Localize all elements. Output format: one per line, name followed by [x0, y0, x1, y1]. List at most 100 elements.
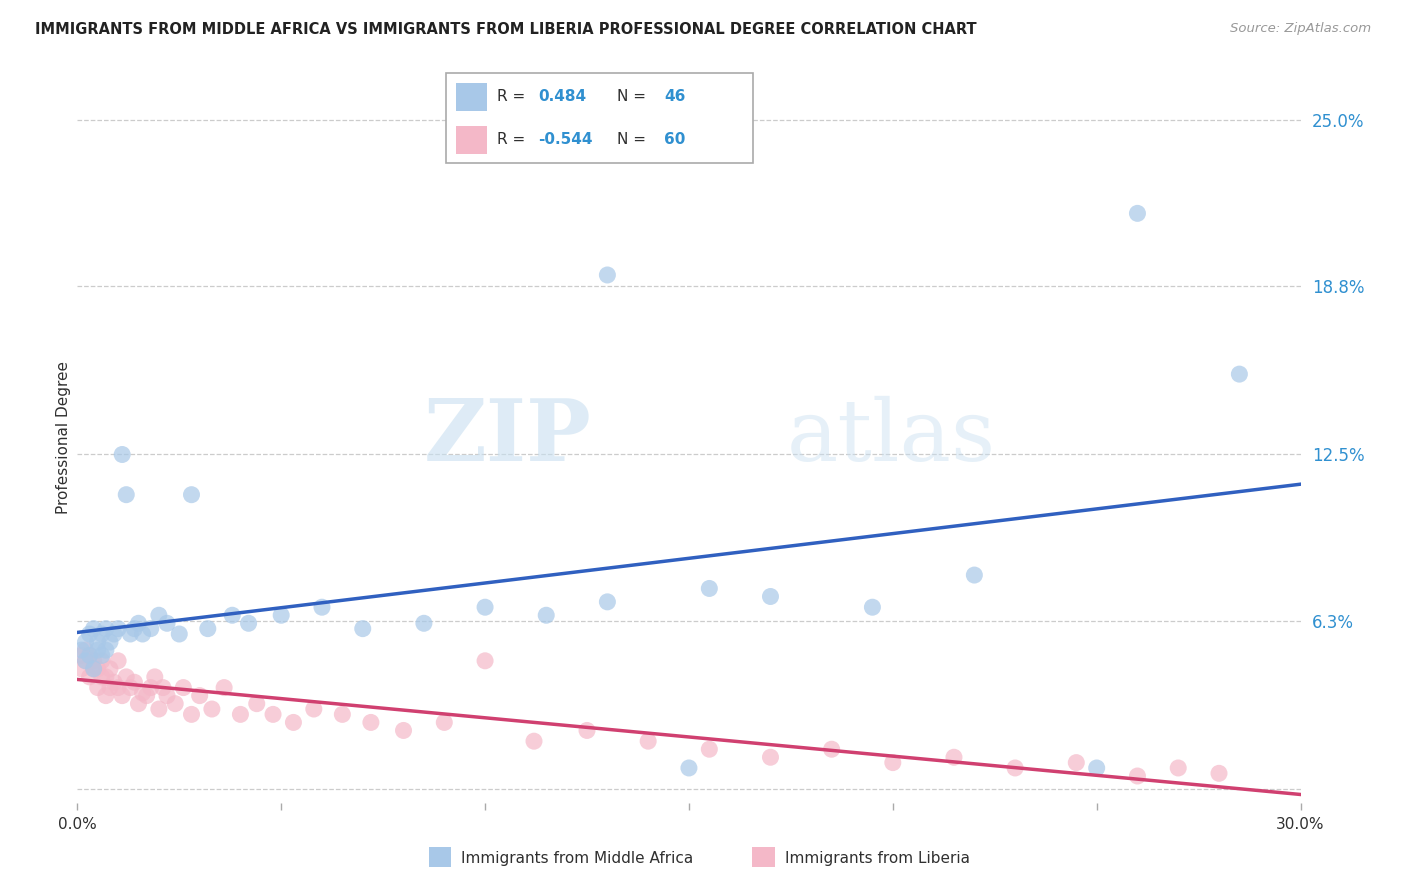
Text: Immigrants from Liberia: Immigrants from Liberia	[785, 851, 970, 865]
Point	[98, 662, 121, 676]
Text: 60: 60	[665, 132, 686, 147]
Point	[212, 681, 235, 695]
Point	[221, 608, 243, 623]
Point	[90, 627, 112, 641]
Point	[172, 681, 194, 695]
FancyBboxPatch shape	[456, 83, 486, 111]
Point	[127, 616, 149, 631]
Point	[165, 697, 187, 711]
Point	[262, 707, 284, 722]
Point	[637, 734, 659, 748]
Point	[135, 689, 157, 703]
Point	[139, 681, 162, 695]
Point	[699, 742, 721, 756]
Text: R =: R =	[496, 132, 530, 147]
Point	[1066, 756, 1088, 770]
Point	[270, 608, 292, 623]
Point	[474, 654, 496, 668]
Point	[94, 670, 117, 684]
Text: IMMIGRANTS FROM MIDDLE AFRICA VS IMMIGRANTS FROM LIBERIA PROFESSIONAL DEGREE COR: IMMIGRANTS FROM MIDDLE AFRICA VS IMMIGRA…	[35, 22, 977, 37]
Point	[302, 702, 325, 716]
Point	[75, 635, 97, 649]
Point	[1126, 769, 1149, 783]
Point	[1229, 367, 1251, 381]
Point	[392, 723, 415, 738]
Point	[148, 702, 170, 716]
Point	[83, 654, 105, 668]
Point	[201, 702, 224, 716]
Point	[433, 715, 456, 730]
Point	[107, 654, 129, 668]
Point	[94, 622, 117, 636]
Point	[283, 715, 305, 730]
Point	[352, 622, 374, 636]
Point	[1085, 761, 1108, 775]
Point	[143, 670, 166, 684]
Point	[148, 608, 170, 623]
Point	[188, 689, 211, 703]
Text: -0.544: -0.544	[537, 132, 592, 147]
Text: 0.484: 0.484	[537, 89, 586, 104]
Point	[124, 622, 146, 636]
Point	[103, 627, 125, 641]
Point	[111, 689, 134, 703]
Point	[83, 662, 105, 676]
Point	[79, 670, 101, 684]
Point	[90, 670, 112, 684]
Point	[87, 643, 110, 657]
Point	[120, 627, 142, 641]
Point	[678, 761, 700, 775]
Text: R =: R =	[496, 89, 530, 104]
Point	[103, 675, 125, 690]
Point	[75, 643, 97, 657]
Point	[70, 648, 93, 663]
Point	[332, 707, 354, 722]
Point	[127, 697, 149, 711]
Point	[311, 600, 333, 615]
FancyBboxPatch shape	[456, 126, 486, 153]
Point	[759, 750, 782, 764]
Point	[98, 681, 121, 695]
Point	[576, 723, 599, 738]
Text: atlas: atlas	[787, 395, 995, 479]
Point	[87, 681, 110, 695]
Point	[238, 616, 260, 631]
Point	[180, 488, 202, 502]
Point	[523, 734, 546, 748]
Point	[87, 662, 110, 676]
Point	[413, 616, 436, 631]
Text: Immigrants from Middle Africa: Immigrants from Middle Africa	[461, 851, 693, 865]
Point	[79, 648, 101, 663]
Point	[596, 595, 619, 609]
Point	[169, 627, 191, 641]
Point	[87, 635, 110, 649]
Point	[75, 654, 97, 668]
Point	[759, 590, 782, 604]
Point	[139, 622, 162, 636]
Point	[862, 600, 884, 615]
Point	[124, 675, 146, 690]
Point	[882, 756, 904, 770]
Point	[1126, 206, 1149, 220]
Point	[152, 681, 174, 695]
Point	[120, 681, 142, 695]
Point	[115, 670, 138, 684]
Point	[1208, 766, 1230, 780]
Point	[94, 689, 117, 703]
Text: ZIP: ZIP	[423, 395, 591, 479]
Point	[94, 643, 117, 657]
Point	[156, 689, 179, 703]
Text: N =: N =	[617, 132, 651, 147]
Point	[79, 627, 101, 641]
Point	[90, 648, 112, 663]
Point	[90, 654, 112, 668]
Point	[115, 488, 138, 502]
Point	[79, 648, 101, 663]
Point	[360, 715, 382, 730]
Point	[107, 681, 129, 695]
Point	[180, 707, 202, 722]
Point	[246, 697, 269, 711]
Point	[534, 608, 557, 623]
Point	[942, 750, 965, 764]
Point	[107, 622, 129, 636]
